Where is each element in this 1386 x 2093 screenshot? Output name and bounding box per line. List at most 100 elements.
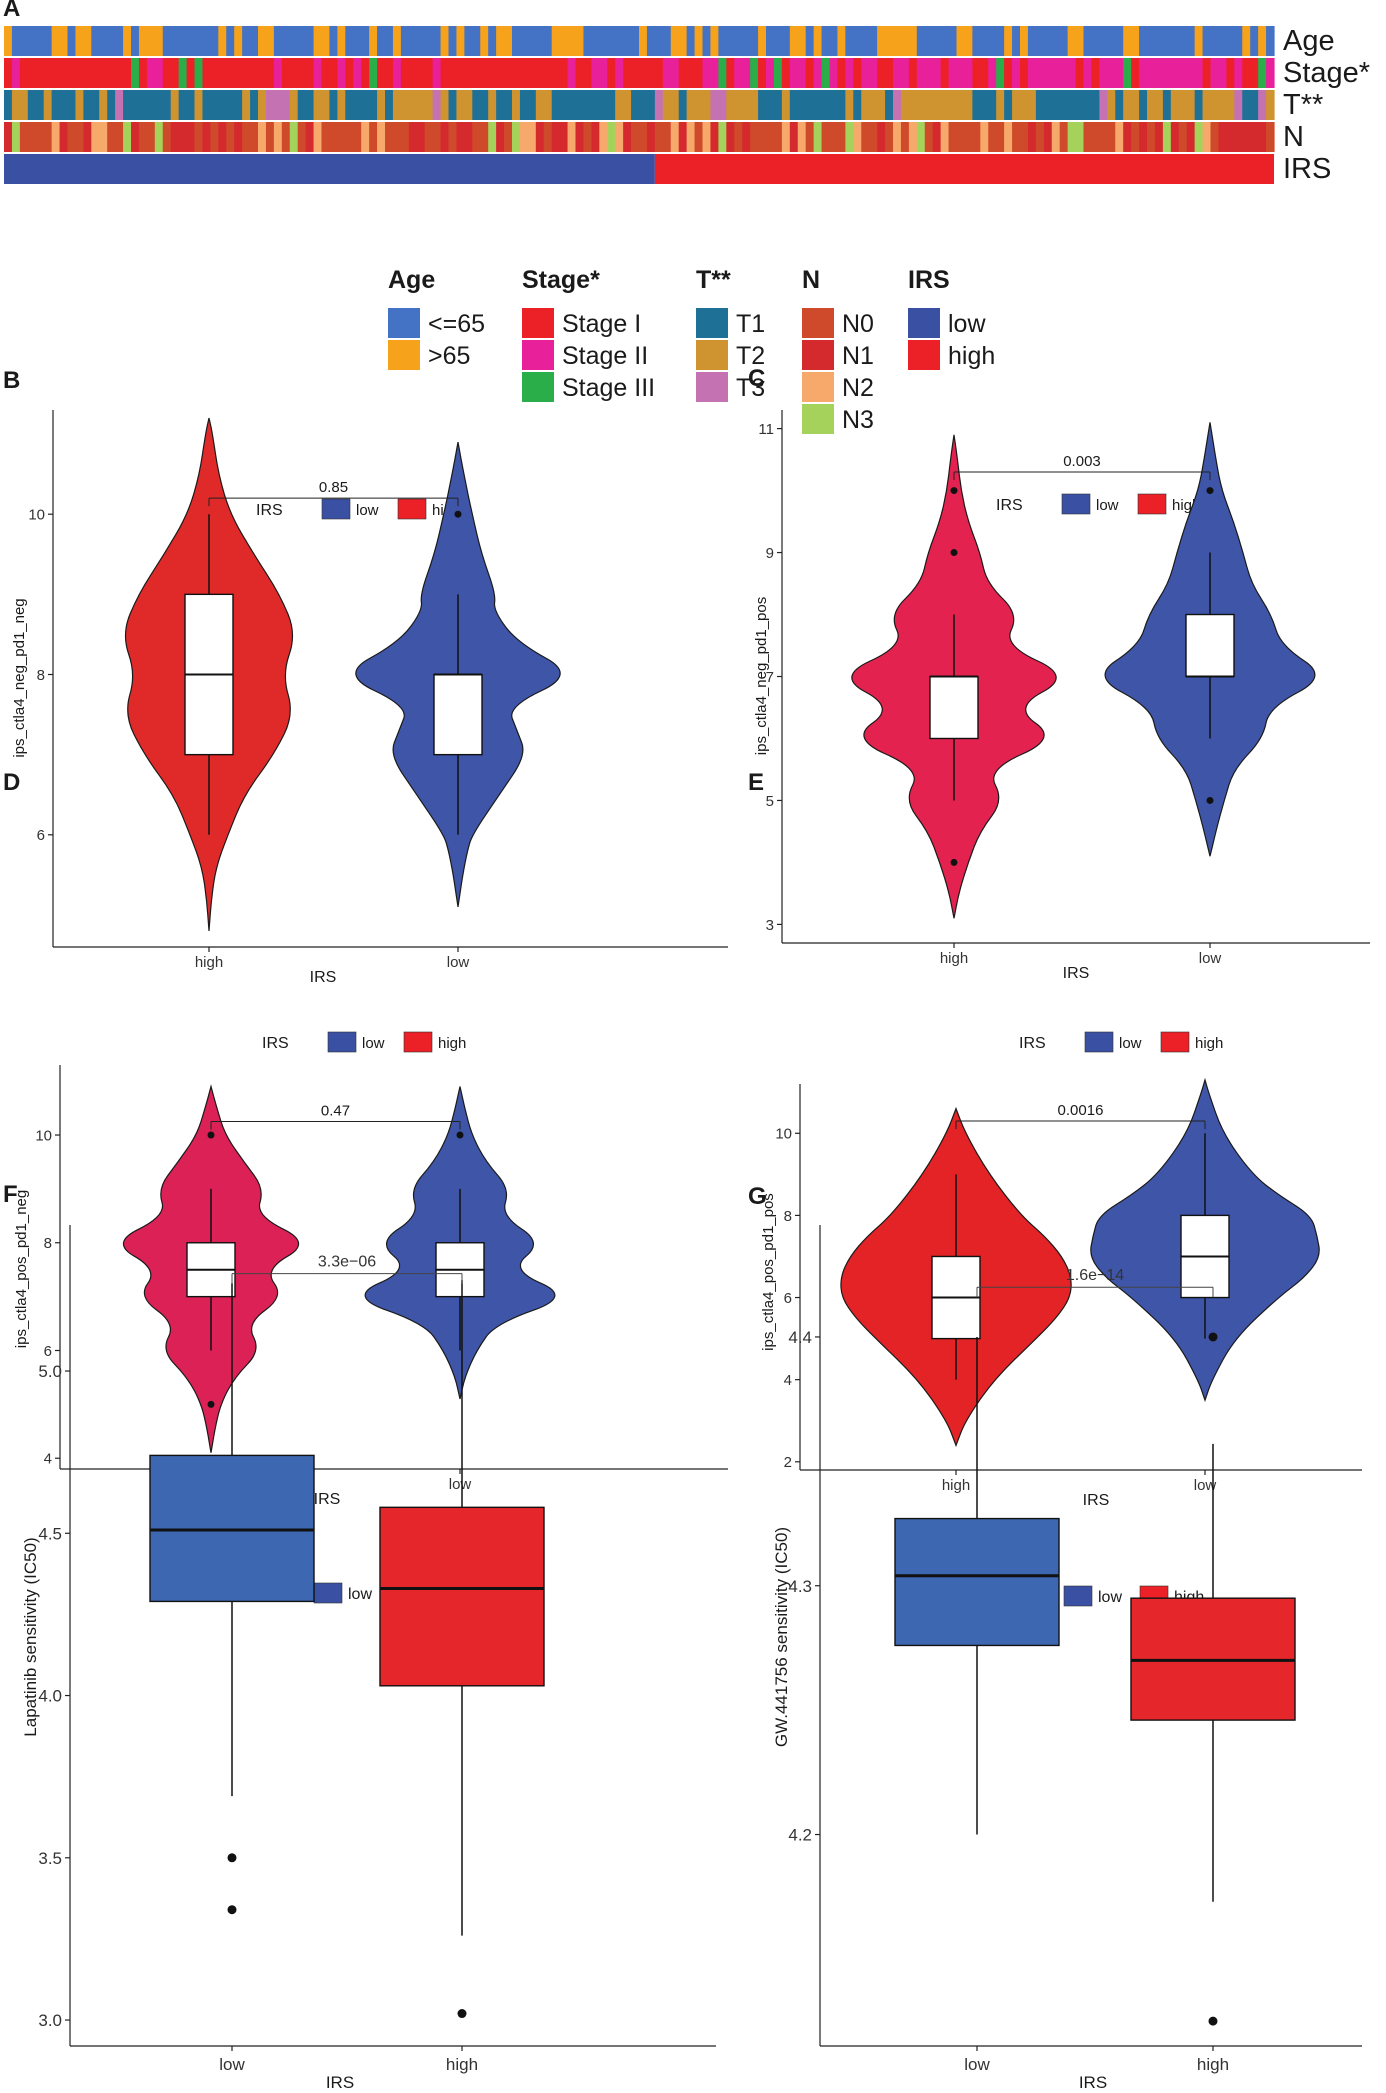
heatmap-cell-stage bbox=[734, 58, 743, 88]
legend-title: Age bbox=[388, 266, 435, 294]
legend-item-label: <=65 bbox=[428, 310, 485, 338]
heatmap-cell-stage bbox=[1178, 58, 1188, 88]
y-tick-label: 4.4 bbox=[788, 1328, 812, 1347]
heatmap-cell-n bbox=[1266, 122, 1275, 152]
heatmap-cell-t bbox=[75, 90, 84, 120]
heatmap-cell-irs-low bbox=[4, 154, 655, 184]
heatmap-cell-age bbox=[226, 26, 235, 56]
p-value-label: 3.3e−06 bbox=[318, 1254, 376, 1271]
heatmap-cell-n bbox=[821, 122, 831, 152]
heatmap-cell-t bbox=[639, 90, 648, 120]
x-axis-title: IRS bbox=[326, 2073, 354, 2092]
y-tick-label: 2 bbox=[784, 1454, 792, 1471]
heatmap-cell-age bbox=[392, 26, 402, 56]
heatmap-cell-age bbox=[1202, 26, 1212, 56]
heatmap-cell-age bbox=[996, 26, 1005, 56]
heatmap-cell-n bbox=[43, 122, 53, 152]
heatmap-cell-stage bbox=[631, 58, 640, 88]
heatmap-cell-n bbox=[694, 122, 704, 152]
heatmap-cell-t bbox=[623, 90, 632, 120]
heatmap-cell-irs-high bbox=[654, 154, 1275, 184]
legend-item-label: N1 bbox=[842, 342, 874, 370]
heatmap-cell-age bbox=[1162, 26, 1172, 56]
heatmap-cell-t bbox=[853, 90, 862, 120]
heatmap-cell-t bbox=[773, 90, 783, 120]
heatmap-cell-age bbox=[194, 26, 204, 56]
heatmap-cell-t bbox=[43, 90, 53, 120]
heatmap-cell-age bbox=[131, 26, 140, 56]
heatmap-cell-age bbox=[4, 26, 13, 56]
y-axis-title: ips_ctla4_pos_pd1_pos bbox=[760, 1193, 777, 1351]
legend-swatch bbox=[696, 308, 728, 338]
heatmap-cell-t bbox=[297, 90, 307, 120]
heatmap-cell-t bbox=[615, 90, 624, 120]
heatmap-cell-t bbox=[1210, 90, 1220, 120]
heatmap-row-label: T** bbox=[1283, 89, 1323, 121]
heatmap-cell-n bbox=[448, 122, 458, 152]
heatmap-cell-stage bbox=[1115, 58, 1124, 88]
heatmap-cell-n bbox=[670, 122, 680, 152]
heatmap-cell-stage bbox=[440, 58, 450, 88]
heatmap-cell-n bbox=[488, 122, 497, 152]
heatmap-cell-t bbox=[607, 90, 616, 120]
y-tick-label: 9 bbox=[766, 545, 774, 562]
heatmap-cell-age bbox=[1147, 26, 1156, 56]
heatmap-cell-stage bbox=[519, 58, 529, 88]
heatmap-cell-t bbox=[361, 90, 370, 120]
heatmap-cell-n bbox=[1210, 122, 1220, 152]
heatmap-cell-age bbox=[686, 26, 696, 56]
heatmap-cell-n bbox=[305, 122, 315, 152]
violin-chart-d: IRSlowhigh46810highlow0.47IRSips_ctla4_p… bbox=[13, 1031, 728, 1508]
legend-swatch bbox=[696, 340, 728, 370]
legend-swatch bbox=[696, 372, 728, 402]
heatmap-cell-t bbox=[837, 90, 846, 120]
heatmap-cell-stage bbox=[885, 58, 894, 88]
heatmap-cell-t bbox=[154, 90, 164, 120]
heatmap-cell-age bbox=[154, 26, 164, 56]
heatmap-cell-age bbox=[1139, 26, 1148, 56]
heatmap-cell-stage bbox=[107, 58, 116, 88]
heatmap-cell-t bbox=[480, 90, 489, 120]
heatmap-cell-n bbox=[599, 122, 608, 152]
heatmap-cell-n bbox=[853, 122, 862, 152]
heatmap-cell-age bbox=[83, 26, 92, 56]
heatmap-cell-age bbox=[964, 26, 973, 56]
heatmap-cell-t bbox=[948, 90, 958, 120]
heatmap-cell-n bbox=[1075, 122, 1085, 152]
legend-swatch bbox=[388, 340, 420, 370]
legend-title: T** bbox=[696, 266, 731, 294]
heatmap-cell-n bbox=[877, 122, 886, 152]
heatmap-cell-t bbox=[900, 90, 910, 120]
heatmap-cell-n bbox=[1027, 122, 1037, 152]
heatmap-cell-age bbox=[1083, 26, 1093, 56]
heatmap-cell-t bbox=[321, 90, 331, 120]
heatmap-cell-stage bbox=[654, 58, 664, 88]
heatmap-cell-stage bbox=[1234, 58, 1243, 88]
heatmap-cell-stage bbox=[337, 58, 346, 88]
heatmap-cell-age bbox=[273, 26, 283, 56]
heatmap-cell-t bbox=[988, 90, 997, 120]
heatmap-cell-stage bbox=[1051, 58, 1061, 88]
heatmap-cell-t bbox=[1250, 90, 1259, 120]
heatmap-cell-n bbox=[551, 122, 561, 152]
heatmap-cell-t bbox=[956, 90, 966, 120]
heatmap-cell-age bbox=[956, 26, 966, 56]
legend-title: IRS bbox=[908, 266, 950, 294]
heatmap-cell-t bbox=[861, 90, 870, 120]
heatmap-cell-age bbox=[448, 26, 458, 56]
heatmap-cell-t bbox=[758, 90, 767, 120]
x-axis-title: IRS bbox=[1083, 1492, 1110, 1509]
heatmap-cell-age bbox=[1210, 26, 1220, 56]
heatmap-cell-stage bbox=[583, 58, 592, 88]
x-axis-title: IRS bbox=[310, 969, 337, 986]
heatmap-cell-t bbox=[464, 90, 473, 120]
heatmap-cell-t bbox=[1067, 90, 1077, 120]
heatmap-cell-t bbox=[242, 90, 251, 120]
heatmap-cell-n bbox=[138, 122, 148, 152]
heatmap-cell-n bbox=[583, 122, 592, 152]
x-axis-title: IRS bbox=[1063, 965, 1090, 982]
legend-item-label: low bbox=[348, 1586, 372, 1603]
heatmap-cell-n bbox=[131, 122, 140, 152]
heatmap-cell-n bbox=[408, 122, 418, 152]
heatmap-cell-stage bbox=[710, 58, 719, 88]
